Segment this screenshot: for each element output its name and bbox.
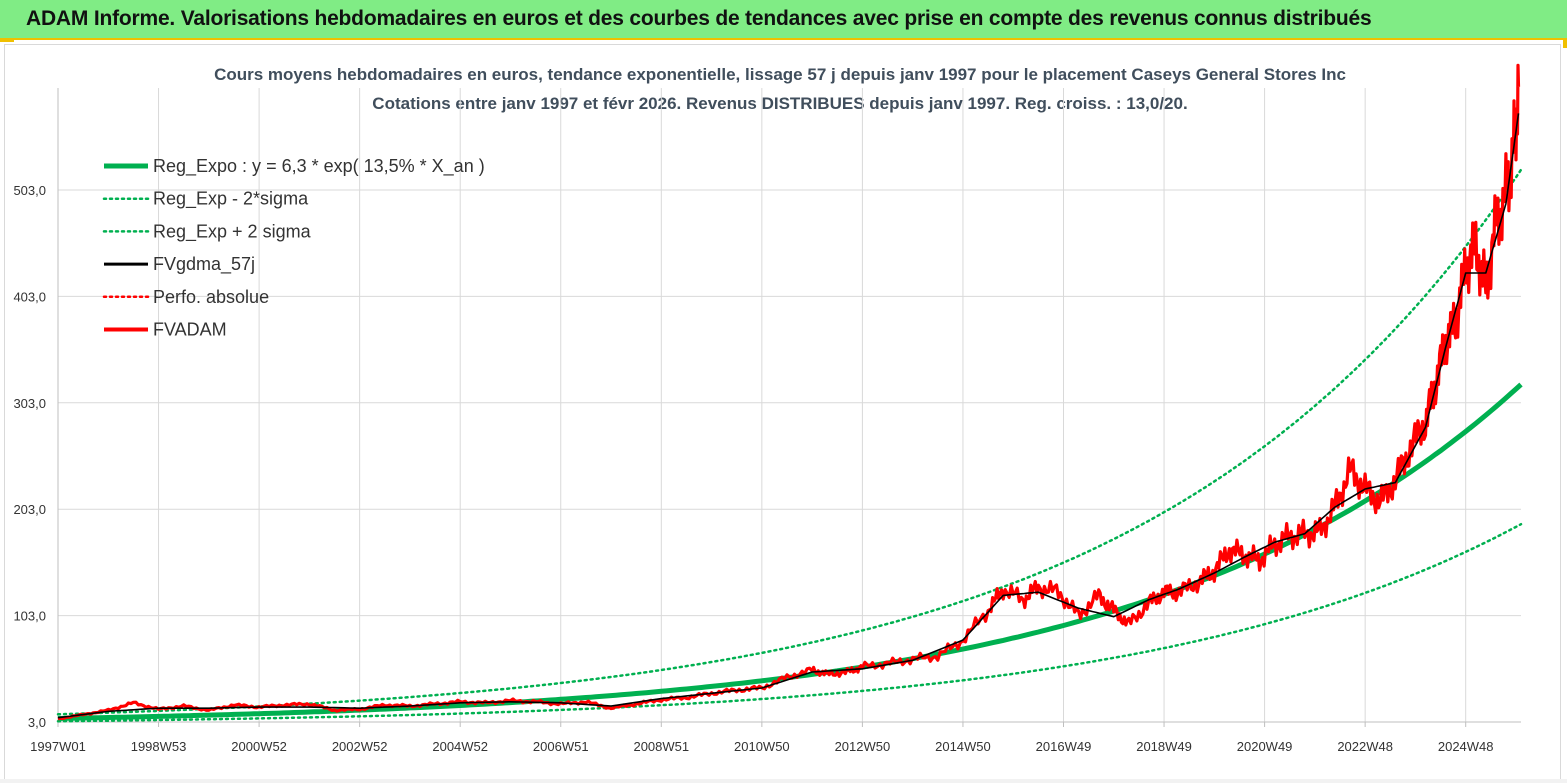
series-group <box>56 63 1523 723</box>
x-tick-label: 2008W51 <box>633 739 689 754</box>
legend-label: Reg_Exp - 2*sigma <box>153 189 309 210</box>
x-tick-label: 1998W53 <box>131 739 187 754</box>
x-tick-label: 2022W48 <box>1337 739 1393 754</box>
y-tick-label: 503,0 <box>13 183 46 198</box>
y-tick-label: 303,0 <box>13 396 46 411</box>
reg-expo-line <box>57 382 1523 721</box>
y-tick-label: 3,0 <box>28 715 46 730</box>
legend-label: Perfo. absolue <box>153 287 269 307</box>
reg-exp-minus-2sigma-line <box>56 522 1523 723</box>
legend: Reg_Expo : y = 6,3 * exp( 13,5% * X_an )… <box>102 156 485 340</box>
fvgdma-57j-line <box>57 113 1520 719</box>
x-tick-label: 2012W50 <box>835 739 891 754</box>
y-tick-label: 403,0 <box>13 289 46 304</box>
x-tick-label: 2018W49 <box>1136 739 1192 754</box>
x-tick-label: 2010W50 <box>734 739 790 754</box>
y-tick-label: 203,0 <box>13 502 46 517</box>
x-tick-label: 2006W51 <box>533 739 589 754</box>
legend-label: FVADAM <box>153 320 227 340</box>
x-tick-label: 2000W52 <box>231 739 287 754</box>
x-tick-label: 2024W48 <box>1438 739 1494 754</box>
report-banner: ADAM Informe. Valorisations hebdomadaire… <box>0 0 1567 40</box>
legend-label: Reg_Exp + 2 sigma <box>153 221 312 242</box>
banner-accent-left <box>0 38 14 42</box>
legend-label: FVgdma_57j <box>153 254 255 275</box>
x-tick-label: 2004W52 <box>432 739 488 754</box>
axes: 3,0 103,0 203,0 303,0 403,0 503,0 1997W01 1998W… <box>13 88 1521 754</box>
banner-accent-right <box>1563 38 1567 48</box>
x-tick-label: 2020W49 <box>1237 739 1293 754</box>
reg-exp-plus-2sigma-line <box>56 168 1523 716</box>
x-tick-label: 1997W01 <box>30 739 86 754</box>
x-tick-label: 2016W49 <box>1036 739 1092 754</box>
chart-title: Cours moyens hebdomadaires en euros, ten… <box>214 65 1346 84</box>
x-tick-label: 2002W52 <box>332 739 388 754</box>
report-title: ADAM Informe. Valorisations hebdomadaire… <box>26 7 1372 30</box>
y-tick-label: 103,0 <box>13 609 46 624</box>
chart-subtitle: Cotations entre janv 1997 et févr 2026. … <box>372 94 1187 113</box>
bottom-strip <box>0 779 1567 783</box>
x-tick-label: 2014W50 <box>935 739 991 754</box>
legend-label: Reg_Expo : y = 6,3 * exp( 13,5% * X_an ) <box>153 156 485 177</box>
gridlines <box>57 88 1521 723</box>
